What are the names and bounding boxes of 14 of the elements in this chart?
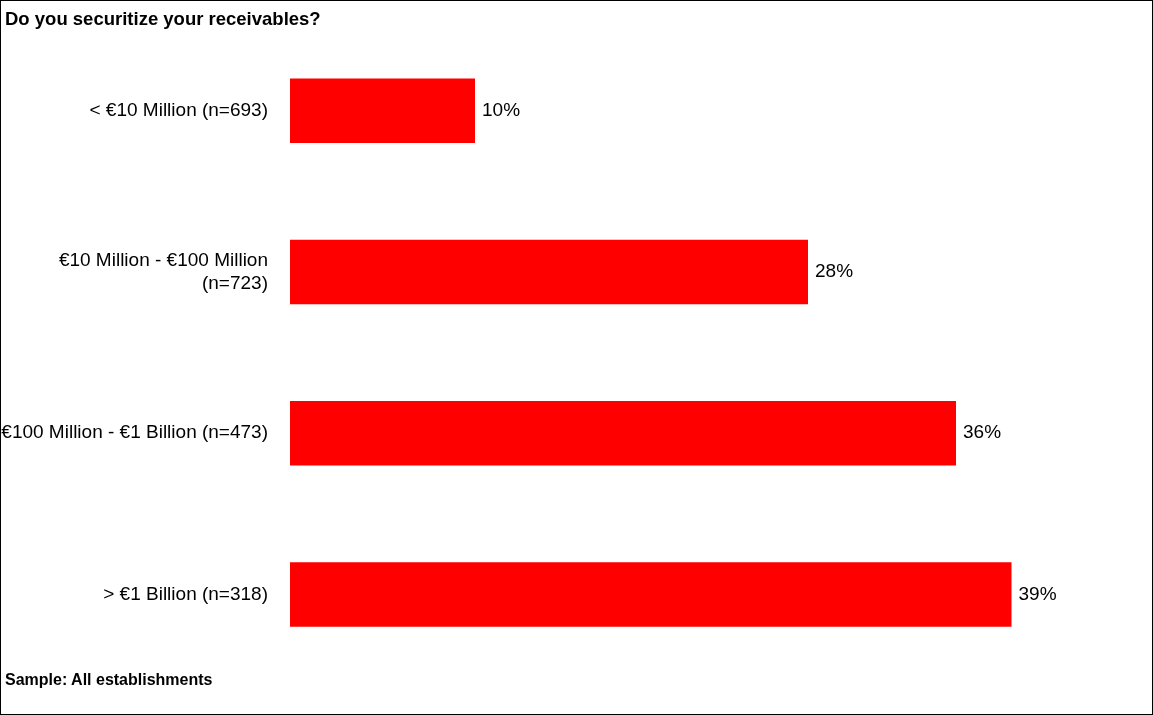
bar — [290, 78, 475, 143]
y-tick-label: < €10 Million (n=693) — [89, 98, 268, 120]
data-label: 36% — [963, 421, 1002, 443]
bar — [290, 239, 808, 305]
data-label: 39% — [1018, 582, 1057, 604]
chart-title: Do you securitize your receivables? — [5, 8, 321, 30]
data-label: 28% — [815, 260, 854, 282]
bar — [290, 400, 956, 466]
y-tick-label: > €1 Billion (n=318) — [103, 582, 268, 604]
bar — [290, 562, 1012, 627]
y-tick-label: €10 Million - €100 Million (n=723) — [58, 248, 268, 293]
text: Sample: All establishments — [5, 671, 213, 689]
y-tick-label: €100 Million - €1 Billion (n=473) — [1, 421, 268, 443]
data-label: 10% — [482, 98, 521, 120]
